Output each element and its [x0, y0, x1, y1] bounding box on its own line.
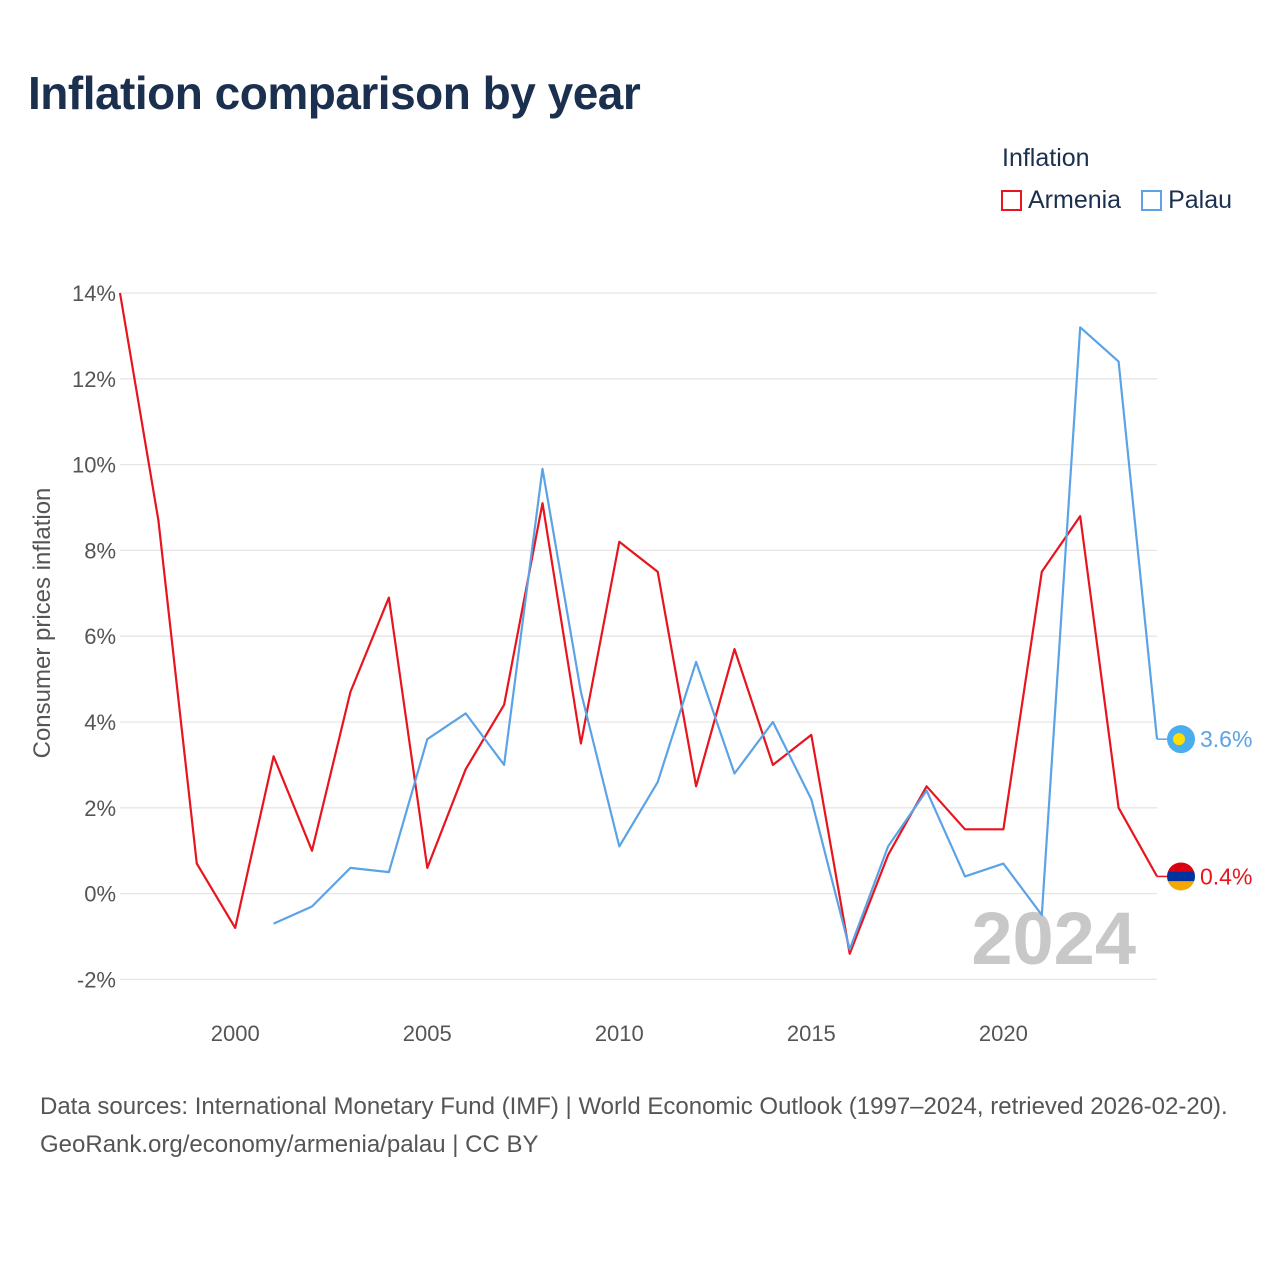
x-tick-label: 2005	[403, 1021, 452, 1046]
source-line-1: Data sources: International Monetary Fun…	[40, 1093, 1228, 1120]
y-axis-label: Consumer prices inflation	[29, 488, 56, 759]
armenia-flag-icon	[1167, 862, 1195, 891]
legend-label-palau: Palau	[1168, 186, 1233, 214]
x-tick-label: 2000	[211, 1021, 260, 1046]
end-label-armenia: 0.4%	[1200, 863, 1252, 889]
series-lines	[118, 292, 1168, 955]
y-axis-ticks: -2% 0% 2% 4% 6% 8% 10% 12% 14%	[72, 281, 116, 992]
y-tick-label: 2%	[84, 796, 116, 821]
y-tick-label: 4%	[84, 710, 116, 735]
source-line-2: GeoRank.org/economy/armenia/palau | CC B…	[40, 1131, 539, 1158]
legend: Armenia Palau	[1001, 186, 1232, 215]
series-line-palau[interactable]	[273, 326, 1159, 951]
y-tick-label: 10%	[72, 453, 116, 478]
gridlines	[120, 292, 1157, 981]
y-tick-label: 0%	[84, 882, 116, 907]
x-tick-label: 2020	[979, 1021, 1028, 1046]
legend-item-palau[interactable]: Palau	[1141, 186, 1232, 215]
x-axis-ticks: 2000 2005 2010 2015 2020	[211, 1021, 1028, 1046]
y-tick-label: 12%	[72, 367, 116, 392]
chart-title: Inflation comparison by year	[28, 67, 641, 119]
legend-item-armenia[interactable]: Armenia	[1001, 186, 1121, 215]
y-tick-label: 8%	[84, 538, 116, 563]
legend-swatch-armenia	[1001, 190, 1022, 211]
legend-swatch-palau	[1141, 190, 1163, 211]
palau-flag-icon	[1167, 725, 1195, 754]
end-markers: 3.6% 0.4%	[1167, 725, 1252, 891]
legend-label-armenia: Armenia	[1028, 186, 1122, 214]
x-tick-label: 2010	[595, 1021, 644, 1046]
end-label-palau: 3.6%	[1200, 726, 1252, 752]
current-year-watermark: 2024	[971, 897, 1136, 980]
series-line-armenia[interactable]	[118, 292, 1158, 955]
y-tick-label: 14%	[72, 281, 116, 306]
legend-title: Inflation	[1002, 144, 1090, 172]
x-tick-label: 2015	[787, 1021, 836, 1046]
y-tick-label: -2%	[77, 967, 116, 992]
y-tick-label: 6%	[84, 624, 116, 649]
source-note: Data sources: International Monetary Fun…	[40, 1088, 1250, 1164]
line-chart: -2%0%2%4%6%8%10%12%14% 2000 2005 2010 2015 2…	[29, 281, 1252, 1046]
